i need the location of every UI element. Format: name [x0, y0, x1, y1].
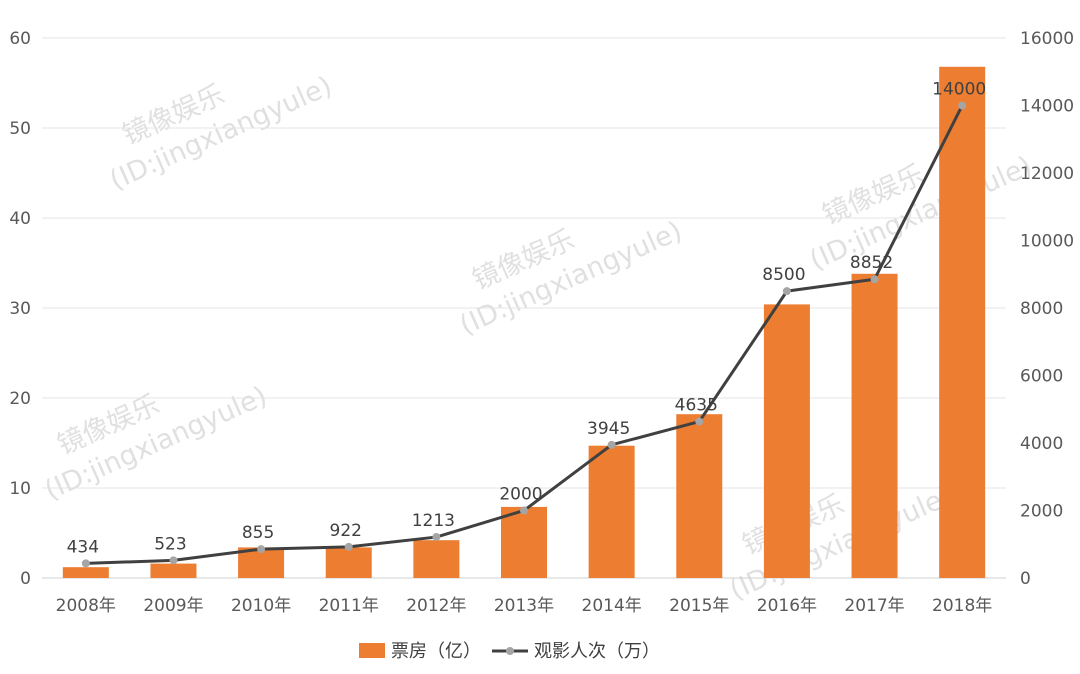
bar [413, 540, 460, 578]
bar [150, 563, 197, 578]
bar [676, 414, 723, 578]
x-tick-label: 2013年 [494, 596, 554, 616]
right-tick-label: 0 [1020, 569, 1031, 589]
watermark: 镜像娱乐(ID:jingxiangyule) [805, 151, 1037, 277]
line-point [344, 542, 353, 551]
data-label: 14000 [932, 80, 986, 100]
right-axis: 0 2000 4000 6000 8000 10000 12000 14000 16000 [1020, 29, 1074, 589]
bar [763, 304, 810, 578]
left-tick-label: 50 [9, 119, 31, 139]
right-tick-label: 16000 [1020, 29, 1074, 49]
x-tick-label: 2012年 [406, 596, 466, 616]
legend-bar-swatch [359, 643, 385, 658]
watermark: 镜像娱乐(ID:jingxiangyule) [40, 381, 272, 507]
line-point [169, 556, 178, 565]
line-point [81, 559, 90, 568]
x-tick-label: 2010年 [231, 596, 291, 616]
data-label: 922 [330, 521, 362, 541]
x-tick-label: 2014年 [582, 596, 642, 616]
line-series: 434 523 855 922 1213 2000 3945 4635 8500 8852 1400… [67, 80, 986, 568]
x-tick-label: 2008年 [56, 596, 116, 616]
legend-line-label: 观影人次（万） [534, 641, 660, 662]
left-tick-label: 20 [9, 389, 31, 409]
data-label: 523 [154, 534, 186, 554]
right-tick-label: 12000 [1020, 164, 1074, 184]
line-point [257, 545, 266, 554]
line-point [782, 287, 791, 296]
line-point [695, 417, 704, 426]
x-tick-label: 2017年 [844, 596, 904, 616]
legend: 票房（亿） 观影人次（万） [359, 641, 660, 662]
line-point [520, 506, 528, 515]
x-tick-label: 2018年 [932, 596, 992, 616]
x-tick-label: 2016年 [757, 596, 817, 616]
x-tick-label: 2015年 [669, 596, 729, 616]
left-tick-label: 40 [9, 209, 31, 229]
left-tick-label: 0 [20, 569, 31, 589]
right-tick-label: 2000 [1020, 502, 1063, 522]
data-label: 2000 [499, 485, 542, 505]
line-point [607, 440, 616, 449]
data-label: 1213 [412, 511, 455, 531]
left-tick-label: 30 [9, 299, 31, 319]
x-tick-label: 2011年 [319, 596, 379, 616]
right-tick-label: 10000 [1020, 232, 1074, 252]
line-point [432, 533, 441, 542]
right-tick-label: 6000 [1020, 367, 1063, 387]
watermark: 镜像娱乐(ID:jingxiangyule) [455, 216, 687, 342]
right-tick-label: 8000 [1020, 299, 1063, 319]
watermark: 镜像娱乐(ID:jingxiangyule) [105, 71, 337, 197]
bar [939, 66, 986, 579]
left-tick-label: 10 [9, 479, 31, 499]
data-label: 434 [67, 537, 99, 557]
left-axis: 0 10 20 30 40 50 60 [9, 29, 31, 589]
line-point [958, 101, 967, 110]
data-label: 8852 [850, 253, 893, 273]
legend-line-marker [506, 647, 514, 655]
right-tick-label: 4000 [1020, 434, 1063, 454]
bar [325, 547, 372, 578]
data-label: 8500 [762, 265, 805, 285]
watermark: 镜像娱乐(ID:jingxiangyule) [725, 481, 957, 607]
bar [62, 567, 109, 578]
bar [501, 506, 547, 578]
right-tick-label: 14000 [1020, 97, 1074, 117]
data-label: 4635 [675, 396, 718, 416]
bar [588, 445, 635, 578]
left-tick-label: 60 [9, 29, 31, 49]
line-point [870, 275, 879, 284]
x-axis: 2008年 2009年 2010年 2011年 2012年 2013年 2014年 2015年… [56, 596, 993, 616]
data-label: 855 [242, 523, 274, 543]
x-tick-label: 2009年 [143, 596, 203, 616]
data-label: 3945 [587, 419, 630, 439]
bar-series [62, 66, 986, 579]
legend-bar-label: 票房（亿） [391, 641, 481, 662]
bar [851, 273, 898, 578]
